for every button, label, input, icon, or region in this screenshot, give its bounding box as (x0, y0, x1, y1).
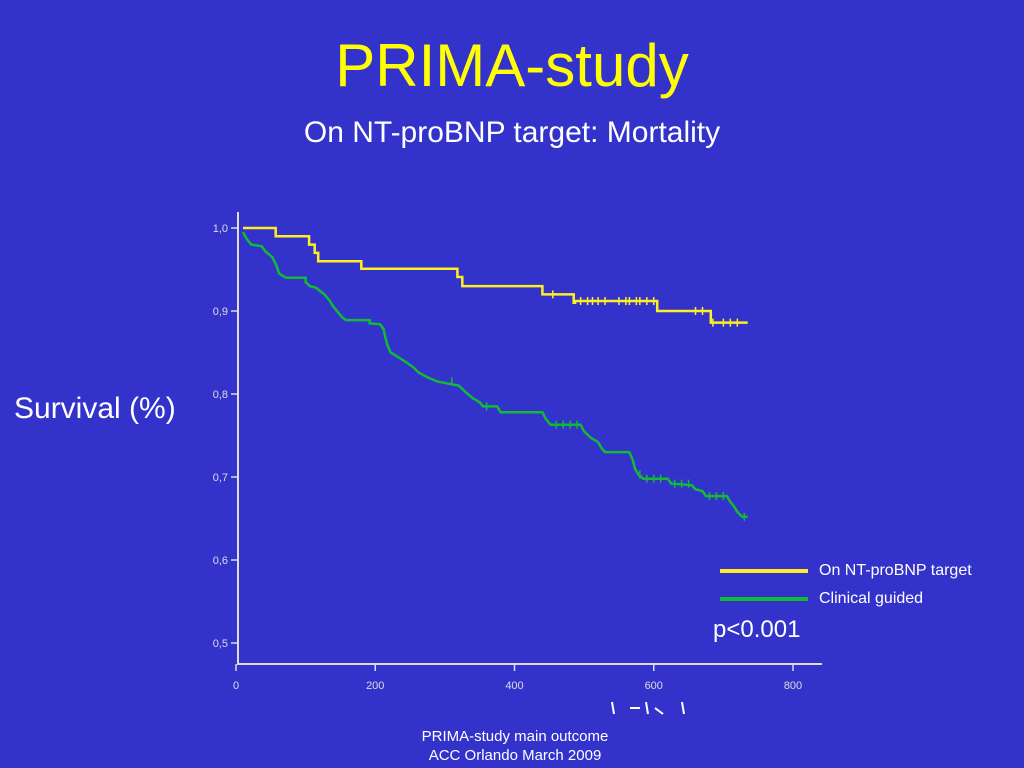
y-tick-label: 0,9 (213, 306, 228, 318)
series-line-clinical (241, 231, 748, 519)
slide-subtitle: On NT-proBNP target: Mortality (303, 116, 721, 149)
footer-line-2: ACC Orlando March 2009 (428, 747, 602, 764)
x-tick-label: 200 (366, 680, 384, 692)
footer-line-1: PRIMA-study main outcome (421, 728, 609, 745)
y-tick-label: 0,6 (213, 555, 228, 567)
x-tick-label: 400 (505, 680, 523, 692)
y-tick-label: 0,7 (213, 472, 228, 484)
y-tick-label: 0,5 (213, 638, 228, 650)
legend-swatch-clinical (720, 597, 808, 601)
slide-footer: PRIMA-study main outcome ACC Orlando Mar… (360, 727, 670, 765)
clipped-axis-title (600, 700, 700, 720)
x-tick-label: 0 (233, 680, 239, 692)
x-tick-label: 800 (784, 680, 802, 692)
y-tick-label: 1,0 (213, 223, 228, 235)
legend-swatch-target (720, 569, 808, 573)
chart-plot-area (241, 226, 748, 521)
y-axis-label: Survival (%) (14, 392, 176, 425)
slide-title: PRIMA-study (335, 32, 689, 99)
chart-axes: 0,5 0,6 0,7 0,8 0,9 1,0 0 200 400 600 800 (213, 212, 822, 692)
legend-label-clinical: Clinical guided (819, 590, 924, 607)
x-tick-label: 600 (645, 680, 663, 692)
p-value: p<0.001 (713, 616, 801, 643)
legend-label-target: On NT-proBNP target (819, 562, 972, 579)
series-line-target (243, 226, 748, 324)
y-tick-label: 0,8 (213, 389, 228, 401)
